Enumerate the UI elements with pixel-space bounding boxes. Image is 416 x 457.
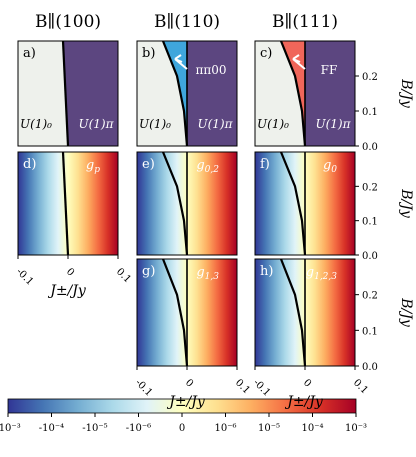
y-tick-label: 0.1 — [362, 217, 378, 228]
colorbar-tick-label: 0 — [179, 423, 185, 434]
panel-label: a) — [23, 46, 36, 61]
x-axis-label: J±/Jy — [166, 394, 206, 410]
region-label-u1-pi: U(1)π — [316, 117, 352, 131]
phase-boundary-curve — [61, 40, 70, 147]
column-title-c111: B∥(111) — [272, 12, 338, 32]
x-tick-label: 0.1 — [233, 377, 252, 396]
colorbar-tick-label: -10⁻³ — [0, 423, 21, 434]
x-tick-label: -0.1 — [14, 266, 35, 287]
y-tick-label: 0.2 — [362, 182, 378, 193]
region-label-extra: ππ00 — [195, 63, 226, 77]
y-tick-label: 0.0 — [362, 362, 378, 373]
x-tick-label: 0.1 — [114, 266, 133, 285]
region-label-extra: FF — [321, 63, 338, 77]
x-tick-label: 0.1 — [351, 377, 370, 396]
phase-boundary-curve — [279, 40, 307, 147]
colorbar-tick-label: 10⁻⁵ — [258, 423, 280, 434]
x-tick-label: -0.1 — [251, 377, 272, 398]
panel-label: d) — [23, 157, 36, 172]
y-axis-label: B/Jy — [398, 188, 414, 219]
panel-label: f) — [260, 157, 270, 172]
phase-boundary-curve — [279, 258, 307, 367]
panel-frame — [136, 151, 238, 256]
x-tick-label: 0 — [301, 377, 313, 389]
panel-frame — [17, 40, 119, 147]
x-tick-label: 0 — [64, 266, 76, 278]
phase-boundary-curve — [279, 151, 307, 256]
panel-label: g) — [142, 264, 155, 279]
panel-frame — [136, 40, 238, 147]
region-label-u1-zero: U(1)₀ — [257, 117, 289, 131]
colorbar-tick-label: -10⁻⁵ — [82, 423, 107, 434]
arrow-head — [292, 54, 301, 63]
region-label-u1-zero: U(1)₀ — [20, 117, 52, 131]
y-tick-label: 0.1 — [362, 107, 378, 118]
panel-label: b) — [142, 46, 155, 61]
panel-label: e) — [142, 157, 155, 172]
phase-boundary-curve — [161, 258, 189, 367]
phase-region-ππ00 — [163, 41, 187, 146]
region-label-u1-zero: U(1)₀ — [139, 117, 171, 131]
region-label-u1-pi: U(1)π — [79, 117, 115, 131]
y-tick-label: 0.1 — [362, 326, 378, 337]
x-tick-label: -0.1 — [133, 377, 154, 398]
colorbar-tick-label: 10⁻⁶ — [214, 423, 236, 434]
colorbar-tick-label: 10⁻⁴ — [301, 423, 323, 434]
phase-boundary-curve — [161, 151, 189, 256]
y-tick-label: 0.0 — [362, 142, 378, 153]
column-title-c110: B∥(110) — [154, 12, 220, 32]
x-axis-label: J±/Jy — [47, 283, 87, 299]
region-label-u1-pi: U(1)π — [198, 117, 234, 131]
y-tick-label: 0.2 — [362, 72, 378, 83]
column-title-c100: B∥(100) — [35, 12, 101, 32]
y-tick-label: 0.2 — [362, 291, 378, 302]
phase-region-FF — [281, 41, 305, 146]
colorbar-tick-label: -10⁻⁴ — [39, 423, 64, 434]
panel-frame — [254, 40, 356, 147]
colorbar-tick-label: -10⁻⁶ — [126, 423, 151, 434]
panel-frame — [254, 151, 356, 256]
panel-label: h) — [260, 264, 273, 279]
y-tick-label: 0.0 — [362, 251, 378, 262]
y-axis-label: B/Jy — [398, 78, 414, 109]
panel-label: c) — [260, 46, 272, 61]
phase-boundary-curve — [161, 40, 189, 147]
y-axis-label: B/Jy — [398, 297, 414, 328]
arrow-head — [174, 54, 183, 63]
phase-region-u1-pi — [63, 41, 118, 146]
phase-boundary-curve — [61, 151, 70, 256]
colorbar-tick-label: 10⁻³ — [345, 423, 367, 434]
x-tick-label: 0 — [183, 377, 195, 389]
x-axis-label: J±/Jy — [284, 394, 324, 410]
